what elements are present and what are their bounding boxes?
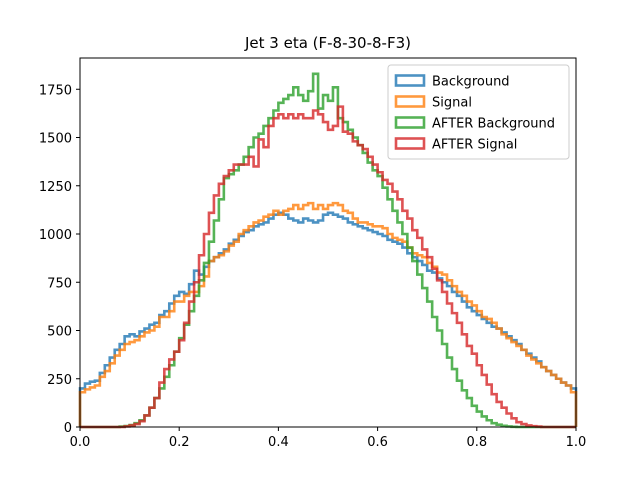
chart-title: Jet 3 eta (F-8-30-8-F3)	[244, 34, 411, 52]
y-tick-label: 1500	[39, 132, 72, 147]
x-tick-label: 0.6	[367, 435, 388, 450]
y-tick-label: 0	[64, 421, 72, 436]
y-tick-label: 500	[47, 325, 72, 340]
series-line-1	[78, 201, 578, 427]
series-line-0	[78, 211, 578, 427]
x-tick-label: 0.8	[466, 435, 487, 450]
legend-swatch-2	[394, 116, 426, 129]
x-tick-label: 0.0	[70, 435, 91, 450]
legend-swatch-0	[394, 74, 426, 87]
legend-box	[387, 64, 570, 160]
legend-label-2: AFTER Background	[432, 117, 555, 132]
legend-label-1: Signal	[432, 96, 472, 111]
legend: Background Signal AFTER Background AFTER Si…	[387, 64, 570, 160]
y-tick-label: 1000	[39, 228, 72, 243]
y-tick-label: 1250	[39, 180, 72, 195]
series-line-2	[80, 72, 576, 429]
y-tick-label: 250	[47, 373, 72, 388]
legend-label-0: Background	[432, 75, 510, 90]
axes-layer: 0.0 0.2 0.4 0.6 0.8 1.0 0 250 500 750 1000 1250 1500…	[39, 57, 587, 450]
x-tick-label: 1.0	[566, 435, 587, 450]
series-layer	[78, 72, 578, 429]
legend-swatch-3	[394, 137, 426, 150]
legend-swatch-1	[394, 95, 426, 108]
series-line-3	[80, 105, 576, 429]
x-tick-label: 0.4	[268, 435, 289, 450]
plot-frame	[79, 57, 577, 428]
y-tick-label: 750	[47, 276, 72, 291]
x-tick-label: 0.2	[169, 435, 190, 450]
y-tick-label: 1750	[39, 83, 72, 98]
legend-label-3: AFTER Signal	[432, 138, 517, 153]
